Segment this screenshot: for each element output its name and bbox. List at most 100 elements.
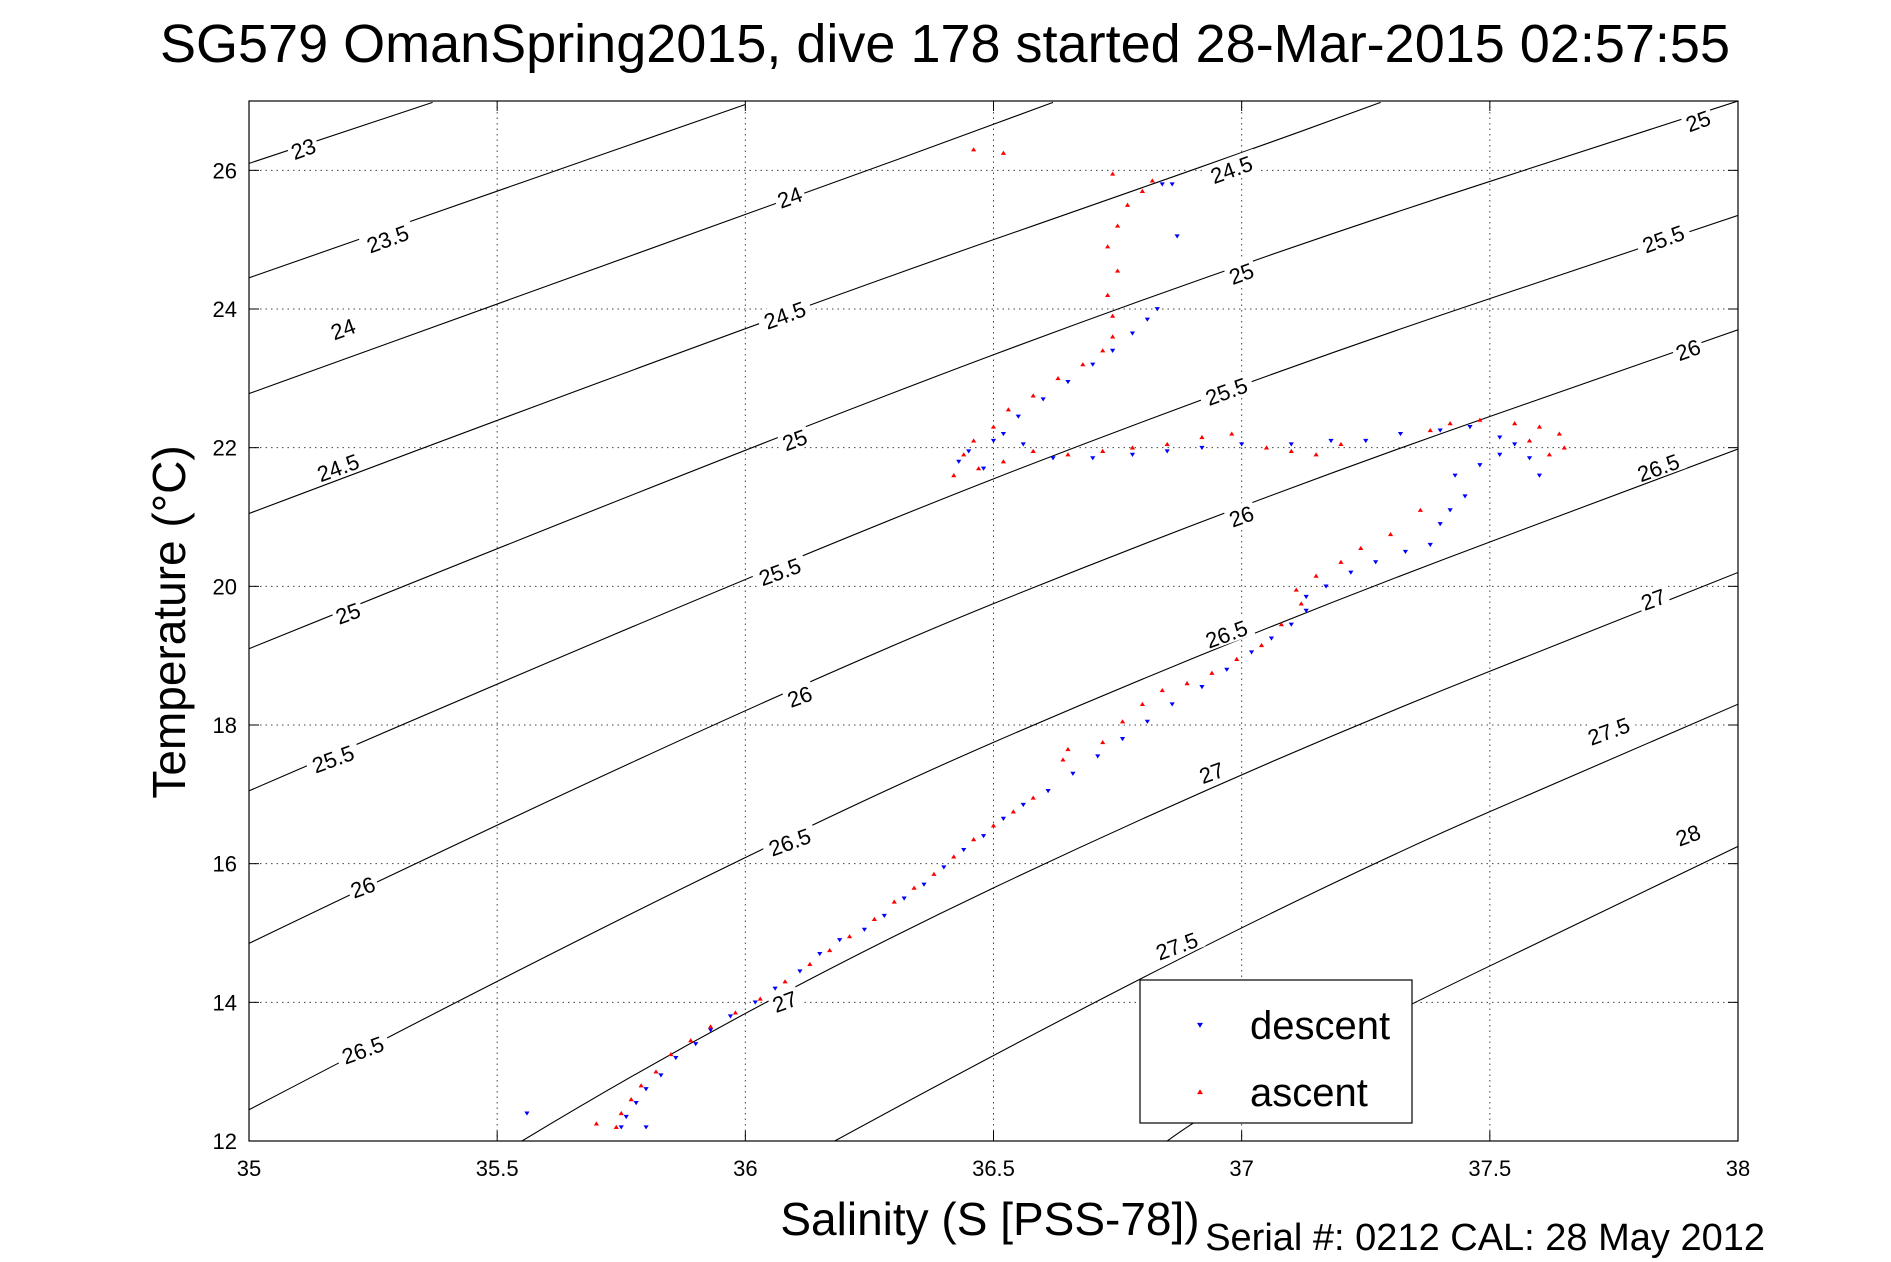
ascent-point <box>1477 417 1483 422</box>
descent-point <box>1199 445 1205 451</box>
density-contour-label-backing <box>303 738 362 778</box>
ascent-point <box>1258 642 1265 648</box>
ascent-point <box>1561 445 1567 450</box>
density-contour-label-backing <box>1193 756 1230 788</box>
descent-point <box>1090 456 1096 461</box>
ascent-point <box>618 1110 624 1116</box>
ascent-point <box>688 1038 694 1043</box>
descent-point <box>966 449 972 454</box>
ascent-point <box>1338 441 1344 447</box>
x-tick-label: 38 <box>1726 1156 1750 1181</box>
ascent-point <box>1010 809 1016 814</box>
ascent-point <box>951 854 957 859</box>
ascent-point <box>891 899 897 904</box>
descent-point <box>901 896 907 901</box>
ascent-point <box>990 823 997 828</box>
descent-point <box>1268 636 1275 641</box>
x-tick-label: 35 <box>237 1156 261 1181</box>
descent-point <box>1199 685 1205 690</box>
density-contour-line <box>249 101 433 164</box>
density-contour-label-backing <box>329 596 366 628</box>
ascent-point <box>1199 434 1205 440</box>
ascent-point <box>628 1097 634 1102</box>
legend-marker-descent-shape <box>1197 1022 1203 1028</box>
ascent-point <box>1100 348 1106 353</box>
grid-lines <box>249 101 1738 1141</box>
ascent-point <box>976 466 982 471</box>
x-tick-label: 35.5 <box>476 1156 519 1181</box>
ascent-point <box>827 947 833 953</box>
descent-point <box>980 466 987 471</box>
ascent-point <box>1110 171 1116 176</box>
ascent-point <box>1000 150 1007 155</box>
descent-point <box>1119 737 1126 742</box>
density-contour-line <box>249 214 1738 792</box>
ascent-point <box>1298 601 1304 606</box>
density-contour-label-backing <box>771 180 808 212</box>
descent-point <box>1437 428 1443 433</box>
ascent-point <box>990 424 997 429</box>
descent-point <box>990 438 997 444</box>
descent-point <box>1373 560 1379 565</box>
ascent-point <box>668 1051 674 1057</box>
ascent-point <box>1005 407 1011 412</box>
descent-point <box>961 847 967 853</box>
ascent-point <box>961 452 967 457</box>
legend-marker-ascent-shape <box>1197 1089 1203 1095</box>
density-contour-label-backing <box>308 447 367 487</box>
descent-point <box>1239 442 1245 447</box>
serial-calibration-footer: Serial #: 0212 CAL: 28 May 2012 <box>1205 1217 1765 1259</box>
ascent-point <box>1512 421 1518 426</box>
density-contour-line <box>249 448 1738 1111</box>
density-contour-label-backing <box>1196 613 1256 653</box>
ascent-point <box>1293 587 1299 592</box>
ascent-point <box>707 1024 714 1029</box>
ascent-point <box>1387 531 1394 537</box>
ascent-point <box>732 1010 739 1015</box>
descent-point <box>1497 435 1503 440</box>
descent-point <box>1040 397 1046 402</box>
x-axis-label: Salinity (S [PSS-78]) <box>780 1193 1199 1245</box>
ascent-point <box>1139 188 1145 193</box>
ascent-point <box>1263 445 1270 450</box>
ascent-point <box>638 1083 644 1088</box>
y-tick-label: 16 <box>213 852 237 877</box>
descent-point <box>1427 542 1433 548</box>
descent-point <box>1144 317 1150 322</box>
ascent-point <box>782 979 788 984</box>
density-contour-label-backing <box>755 294 814 334</box>
ascent-point <box>951 473 957 478</box>
density-contour-label-backing <box>324 312 361 344</box>
density-contour-label-backing <box>1628 447 1688 487</box>
density-contour-line <box>249 329 1738 944</box>
legend-box <box>1139 979 1413 1124</box>
density-contour-label-backing <box>760 821 819 861</box>
ascent-point <box>1417 507 1423 512</box>
descent-point <box>633 1101 639 1106</box>
ascent-point <box>807 961 813 967</box>
density-contour-label-backing <box>1635 582 1671 614</box>
ascent-point <box>1114 268 1121 273</box>
ascent-point <box>1055 375 1061 381</box>
descent-point <box>1497 452 1503 457</box>
descent-point <box>727 1014 734 1019</box>
density-contour-label: 27 <box>1635 582 1671 616</box>
density-contour-label-backing <box>1633 218 1692 258</box>
ascent-point <box>1114 223 1121 228</box>
y-axis-label: Temperature (°C) <box>143 445 195 798</box>
ascent-point <box>613 1124 619 1129</box>
ascent-point <box>1526 438 1533 443</box>
ascent-point <box>1447 421 1453 426</box>
descent-point <box>1512 442 1518 447</box>
descent-point <box>1397 431 1404 437</box>
descent-point <box>1154 307 1160 312</box>
descent-point <box>1526 456 1533 461</box>
ascent-point <box>1229 431 1235 436</box>
descent-point <box>772 986 778 991</box>
descent-point <box>817 951 823 957</box>
ascent-point <box>911 885 917 890</box>
descent-point <box>1477 463 1483 468</box>
descent-point <box>861 927 868 932</box>
descent-point <box>956 459 962 464</box>
